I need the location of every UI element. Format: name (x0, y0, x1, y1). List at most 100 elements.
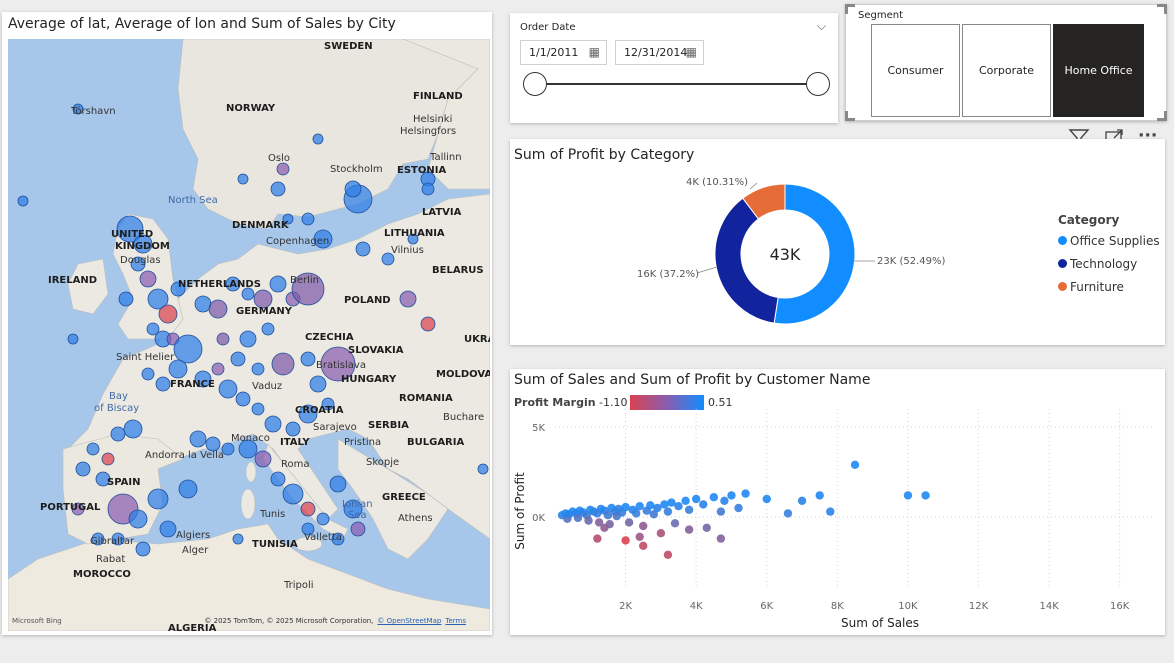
map-bubble[interactable] (421, 182, 435, 196)
sales-profit-scatter-chart[interactable]: Sum of Sales and Sum of Profit by Custom… (510, 369, 1165, 635)
legend-item-technology[interactable]: Technology (1058, 257, 1137, 271)
scatter-point[interactable] (656, 529, 666, 538)
map-bubble[interactable] (301, 522, 315, 536)
map-bubble[interactable] (147, 488, 169, 510)
map-bubble[interactable] (241, 287, 255, 301)
map-bubble[interactable] (146, 322, 160, 336)
map-bubble[interactable] (331, 532, 345, 546)
map-bubble[interactable] (158, 304, 178, 324)
segment-corporate-button[interactable]: Corporate (962, 24, 1051, 117)
map-bubble[interactable] (91, 532, 105, 546)
map-bubble[interactable] (251, 402, 265, 416)
order-date-slicer[interactable]: Order Date ⌵ 1/1/2011 ▦ 12/31/2014 ▦ (510, 13, 838, 123)
terms-link[interactable]: Terms (445, 617, 466, 625)
map-bubble[interactable] (301, 212, 315, 226)
map-bubble[interactable] (155, 376, 171, 392)
date-range-track[interactable] (534, 83, 818, 85)
map-bubble[interactable] (237, 173, 249, 185)
scatter-point[interactable] (674, 502, 683, 511)
map-bubble[interactable] (269, 275, 287, 293)
openstreetmap-link[interactable]: © OpenStreetMap (377, 617, 442, 625)
scatter-point[interactable] (826, 507, 835, 516)
map-bubble[interactable] (178, 479, 198, 499)
map-canvas[interactable]: SWEDEN NORWAY FINLAND ESTONIA LATVIA LITHUANI… (8, 39, 490, 631)
segment-slicer[interactable]: Segment Consumer Corporate Home Office (845, 4, 1167, 121)
map-bubble[interactable] (170, 281, 186, 297)
donut-slice-furniture[interactable] (742, 183, 786, 220)
scatter-point[interactable] (649, 510, 659, 519)
map-bubble[interactable] (350, 521, 366, 537)
map-bubble[interactable] (407, 233, 419, 245)
map-bubble[interactable] (420, 316, 436, 332)
scatter-point[interactable] (762, 494, 771, 504)
map-bubble[interactable] (344, 180, 362, 198)
map-bubble[interactable] (205, 436, 221, 452)
date-range-end-handle[interactable] (806, 72, 830, 96)
chevron-down-icon[interactable]: ⌵ (816, 19, 826, 33)
map-bubble[interactable] (316, 512, 330, 526)
map-bubble[interactable] (123, 419, 143, 439)
scatter-point[interactable] (639, 541, 648, 550)
map-bubble[interactable] (270, 471, 286, 487)
map-bubble[interactable] (168, 359, 188, 379)
map-bubble[interactable] (298, 404, 318, 424)
scatter-point[interactable] (600, 523, 609, 532)
map-bubble[interactable] (343, 499, 363, 519)
map-bubble[interactable] (282, 483, 304, 505)
scatter-point[interactable] (684, 525, 694, 534)
scatter-point[interactable] (783, 509, 793, 518)
map-bubble[interactable] (320, 346, 356, 382)
map-bubble[interactable] (208, 299, 228, 319)
map-bubble[interactable] (329, 475, 347, 493)
scatter-point[interactable] (624, 518, 634, 527)
scatter-point[interactable] (903, 491, 913, 500)
map-bubble[interactable] (253, 289, 273, 309)
map-bubble[interactable] (216, 332, 230, 346)
map-bubble[interactable] (17, 195, 29, 207)
resize-handle[interactable] (1157, 111, 1167, 121)
map-bubble[interactable] (235, 391, 251, 407)
scatter-point[interactable] (639, 521, 648, 531)
map-bubble[interactable] (270, 181, 286, 197)
map-bubble[interactable] (86, 442, 100, 456)
scatter-point[interactable] (797, 496, 807, 505)
map-bubble[interactable] (291, 272, 325, 306)
scatter-point[interactable] (594, 518, 604, 527)
map-bubble[interactable] (261, 322, 275, 336)
map-bubble[interactable] (254, 450, 272, 468)
map-bubble[interactable] (159, 520, 177, 538)
map-bubble[interactable] (128, 509, 148, 529)
map-bubble[interactable] (194, 295, 212, 313)
map-bubble[interactable] (189, 430, 207, 448)
map-bubble[interactable] (321, 397, 335, 411)
map-bubble[interactable] (75, 461, 91, 477)
scatter-point[interactable] (584, 516, 593, 525)
map-bubble[interactable] (139, 270, 157, 288)
start-date-input[interactable]: 1/1/2011 ▦ (520, 40, 607, 65)
scatter-point[interactable] (663, 507, 673, 516)
scatter-point[interactable] (720, 496, 729, 505)
map-bubble[interactable] (251, 362, 265, 376)
segment-home-office-button[interactable]: Home Office (1053, 24, 1144, 117)
scatter-point[interactable] (702, 523, 711, 532)
scatter-point[interactable] (670, 519, 680, 528)
map-bubble[interactable] (312, 133, 324, 145)
scatter-point[interactable] (631, 509, 641, 518)
legend-item-furniture[interactable]: Furniture (1058, 280, 1124, 294)
scatter-point[interactable] (699, 500, 708, 509)
scatter-point[interactable] (660, 500, 669, 509)
map-bubble[interactable] (135, 541, 151, 557)
scatter-point[interactable] (850, 460, 860, 469)
map-bubble[interactable] (276, 162, 290, 176)
scatter-point[interactable] (653, 503, 662, 513)
map-bubble[interactable] (101, 452, 115, 466)
map-bubble[interactable] (221, 442, 235, 456)
end-date-input[interactable]: 12/31/2014 ▦ (615, 40, 704, 65)
scatter-point[interactable] (635, 502, 644, 511)
map-bubble[interactable] (381, 252, 395, 266)
map-bubble[interactable] (309, 375, 327, 393)
scatter-point[interactable] (815, 491, 824, 500)
map-bubble[interactable] (71, 502, 85, 516)
map-bubble[interactable] (230, 351, 246, 367)
donut-slice-technology[interactable] (714, 197, 779, 324)
